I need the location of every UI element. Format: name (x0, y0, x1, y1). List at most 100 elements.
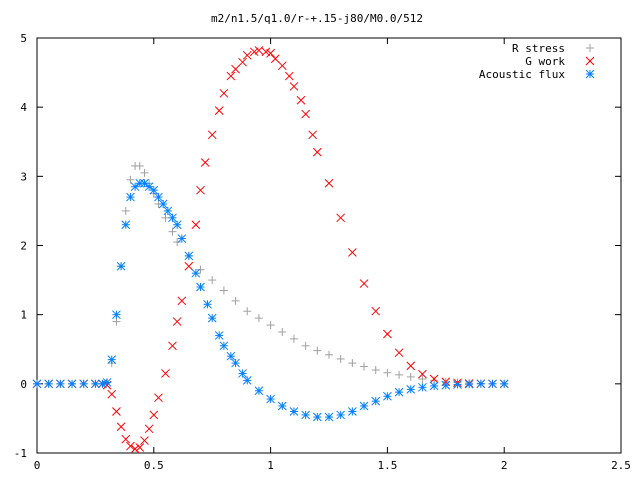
data-point (324, 412, 334, 422)
series-r-stress (33, 161, 509, 388)
data-point (278, 327, 287, 336)
data-point (121, 434, 131, 444)
data-point (238, 57, 247, 67)
data-point (406, 385, 416, 394)
data-point (418, 382, 427, 392)
data-point (371, 396, 381, 406)
data-point (177, 234, 187, 243)
data-point (270, 54, 280, 64)
data-point (177, 296, 187, 306)
legend-marker (586, 44, 594, 52)
series-acoustic-flux (32, 178, 509, 422)
data-point (289, 82, 299, 91)
data-point (383, 391, 392, 401)
data-point (126, 441, 135, 451)
data-point (191, 220, 201, 230)
data-point (102, 378, 112, 387)
x-tick-label: 1 (267, 459, 274, 472)
data-point (394, 387, 404, 397)
data-point (140, 178, 149, 188)
data-point (184, 261, 194, 271)
data-point (149, 185, 159, 195)
data-point (441, 380, 451, 390)
data-point (476, 379, 486, 389)
x-tick-label: 2 (501, 459, 508, 472)
data-point (184, 251, 194, 261)
data-point (144, 182, 154, 192)
data-point (121, 206, 130, 215)
data-point (107, 355, 117, 364)
data-point (383, 329, 392, 339)
data-point (499, 379, 509, 389)
plot-frame (36, 37, 622, 454)
legend-label: Acoustic flux (479, 68, 565, 81)
data-point (464, 379, 474, 389)
data-point (429, 374, 439, 384)
data-point (168, 213, 177, 223)
data-point (219, 88, 229, 98)
data-point (359, 279, 369, 288)
data-point (172, 317, 182, 326)
data-point (418, 369, 427, 379)
data-point (112, 310, 121, 320)
x-tick-label: 0.5 (144, 459, 164, 472)
y-tick-label: 3 (20, 170, 27, 183)
data-point (161, 213, 170, 222)
y-tick-label: -1 (14, 447, 27, 460)
data-point (91, 379, 100, 389)
data-point (395, 370, 404, 379)
data-point (173, 238, 182, 247)
data-point (289, 334, 298, 343)
data-point (266, 394, 275, 404)
data-point (196, 265, 205, 274)
data-point (203, 299, 212, 309)
data-point (296, 95, 306, 105)
data-point (163, 206, 173, 216)
data-point (336, 410, 346, 420)
data-point (488, 379, 497, 389)
data-point (249, 47, 259, 57)
data-point (289, 407, 299, 416)
data-point (154, 393, 163, 403)
data-point (429, 381, 439, 391)
data-point (112, 317, 121, 326)
data-point (207, 313, 217, 323)
data-point (406, 372, 415, 381)
data-point (308, 130, 318, 140)
data-point (254, 386, 264, 396)
data-point (196, 282, 205, 292)
series-layer (32, 46, 509, 454)
data-point (126, 192, 135, 202)
data-point (214, 106, 224, 115)
data-point (231, 358, 240, 368)
data-point (313, 346, 322, 355)
data-point (418, 374, 427, 383)
data-point (200, 158, 210, 167)
data-point (116, 422, 126, 432)
x-tick-label: 1.5 (377, 459, 397, 472)
data-point (135, 161, 144, 170)
data-point (32, 379, 42, 389)
data-point (261, 47, 271, 57)
data-point (226, 71, 236, 81)
x-tick-label: 2.5 (611, 459, 631, 472)
data-point (348, 407, 357, 416)
data-point (359, 401, 369, 411)
data-point (348, 359, 357, 368)
data-point (107, 389, 117, 399)
data-point (453, 380, 462, 389)
series-g-work (32, 46, 509, 454)
data-point (130, 444, 140, 454)
data-point (301, 410, 310, 420)
data-point (242, 376, 252, 385)
data-point (44, 379, 54, 389)
data-point (226, 351, 236, 361)
y-tick-label: 0 (20, 378, 27, 391)
data-point (140, 168, 149, 177)
data-point (67, 379, 77, 389)
y-tick-label: 4 (20, 101, 27, 114)
data-point (196, 185, 205, 195)
data-point (116, 261, 126, 271)
data-point (324, 178, 334, 188)
